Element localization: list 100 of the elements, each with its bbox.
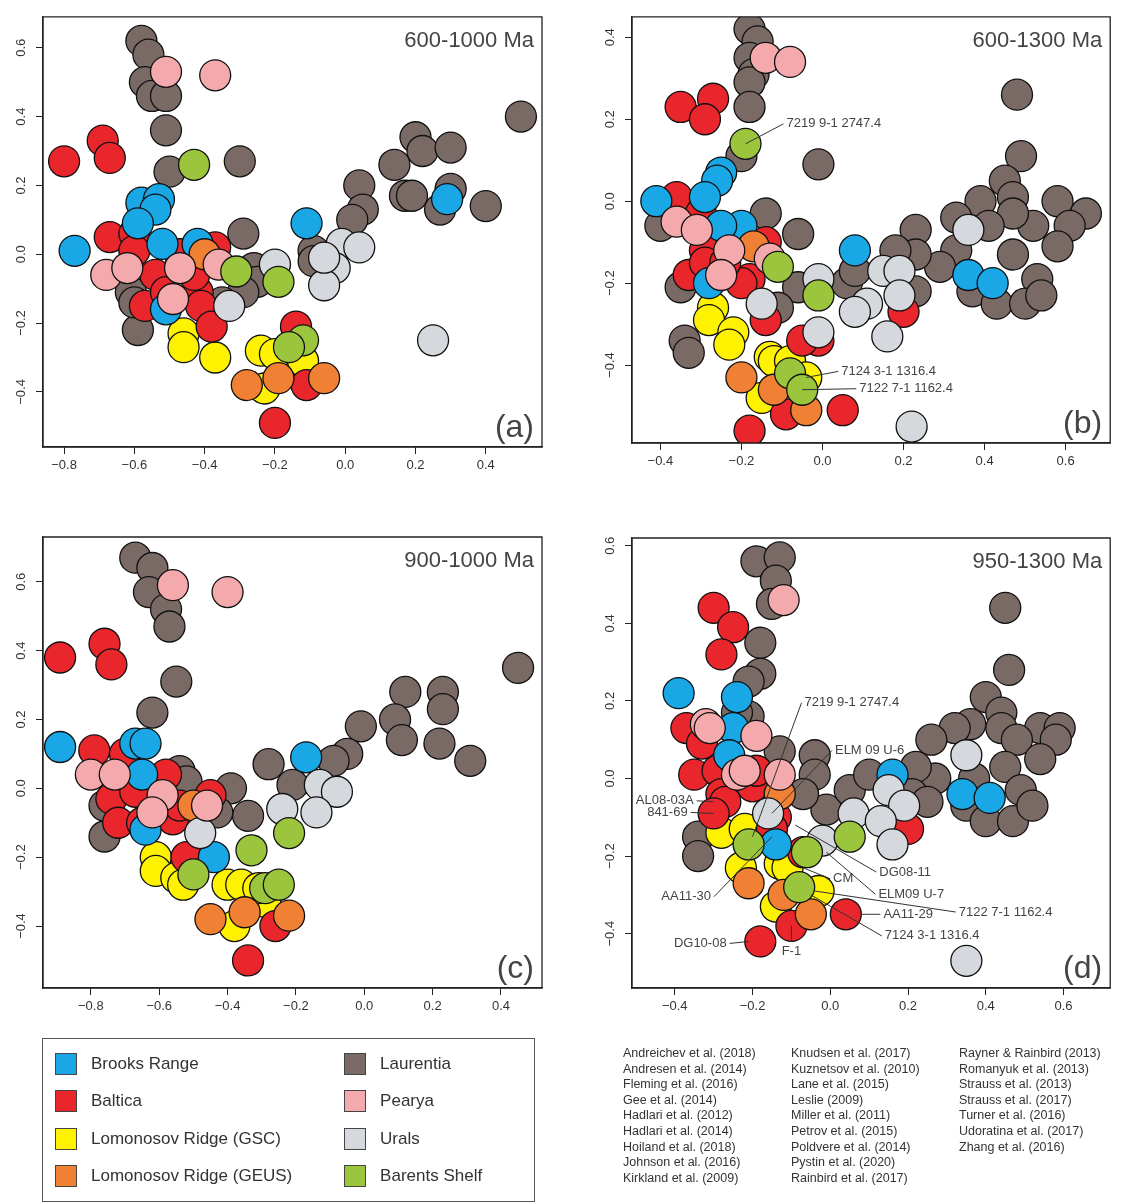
point [228,896,261,929]
y-tick-label: 0.2 [601,110,617,129]
point [992,653,1026,687]
point [946,777,979,811]
point [662,677,695,710]
point [344,710,378,743]
x-tick-label: −0.8 [78,998,104,1014]
point [272,331,306,364]
text: Knudsen et al. (2017) [791,1046,912,1062]
point [167,331,200,364]
point [395,179,429,212]
y-tick-label: −0.2 [601,843,617,869]
point [1004,139,1038,173]
point [223,145,256,178]
legend-label: Lomonosov Ridge (GEUS) [91,1166,293,1187]
y-tick-label: −0.2 [12,844,28,871]
text: Kuznetsov et al. (2010) [791,1061,921,1078]
y-tick-label: 0.0 [601,192,617,211]
text: Hadlari et al. (2012) [623,1108,734,1124]
point [98,758,131,791]
point [895,410,928,443]
text: Petrov et al. (2015) [791,1123,899,1140]
text: Miller et al. (2011) [791,1108,892,1124]
x-tick-label: −0.4 [214,998,241,1014]
text: (b) [1063,404,1103,440]
point [156,282,190,316]
point [744,925,777,958]
y-tick-label: 0.0 [12,245,28,264]
annotation: 7219 9-1 2747.4 [786,115,882,131]
annotation: CM [833,870,854,886]
point [640,185,673,218]
point [732,828,765,861]
y-tick-label: −0.4 [601,920,617,947]
point [838,295,872,329]
point [952,213,985,247]
y-tick-label: 0.4 [601,28,617,47]
x-tick-label: 0.2 [894,453,913,469]
point [1041,230,1074,263]
y-tick-label: 0.0 [12,779,28,798]
point [307,241,341,274]
point [783,870,816,904]
point [195,310,228,343]
annotation: 7219 9-1 2747.4 [804,694,900,710]
y-tick-label: 0.6 [12,38,28,57]
text: Johnson et al. (2016) [623,1155,742,1171]
point [989,591,1022,624]
point [976,267,1009,300]
point [262,362,295,395]
annotation: 7124 3-1 1316.4 [884,927,980,943]
point [996,238,1030,271]
text: 600-1000 Ma [404,26,535,52]
x-tick-label: −0.4 [661,998,688,1014]
point [744,626,777,659]
point [713,328,746,361]
point [883,279,916,312]
point [664,90,697,124]
x-tick-label: 0.6 [1056,453,1075,469]
point [149,55,183,89]
point [802,316,835,349]
x-tick-label: 0.4 [476,457,495,473]
point [153,610,186,643]
point [129,727,162,760]
text: Kirkland et al. (2009) [623,1170,740,1187]
point [262,265,295,298]
y-tick-label: 0.6 [12,572,28,591]
point [272,816,306,850]
x-tick-label: 0.0 [821,998,840,1014]
point [194,903,227,936]
point [501,651,535,684]
point [923,250,957,283]
point [307,362,341,395]
point [213,289,246,323]
point [761,250,795,283]
point [454,744,487,777]
text: Rayner & Rainbird (2013) [959,1046,1102,1062]
point [728,754,761,787]
text: Pystin et al. (2020) [791,1155,897,1171]
annotation: 7122 7-1 1162.4 [958,903,1053,919]
point [149,114,183,147]
point [725,361,758,394]
legend-label: Barents Shelf [380,1166,483,1187]
x-tick-label: 0.4 [976,998,995,1014]
text: Andreichev et al. (2018) [623,1046,757,1062]
y-tick-label: 0.6 [601,536,617,555]
point [751,797,785,830]
x-tick-label: 0.2 [423,998,442,1014]
point [864,805,897,838]
text: (c) [496,949,534,985]
point [829,898,862,931]
x-tick-label: −0.2 [262,457,288,473]
point [915,723,948,756]
point [272,899,306,932]
x-tick-label: −0.8 [51,457,77,473]
text: Andresen et al. (2014) [623,1061,748,1078]
point [190,789,224,822]
point [211,575,244,609]
x-tick-label: 0.4 [975,453,994,469]
point [320,775,354,808]
point [252,748,285,781]
x-tick-label: −0.2 [728,453,755,469]
